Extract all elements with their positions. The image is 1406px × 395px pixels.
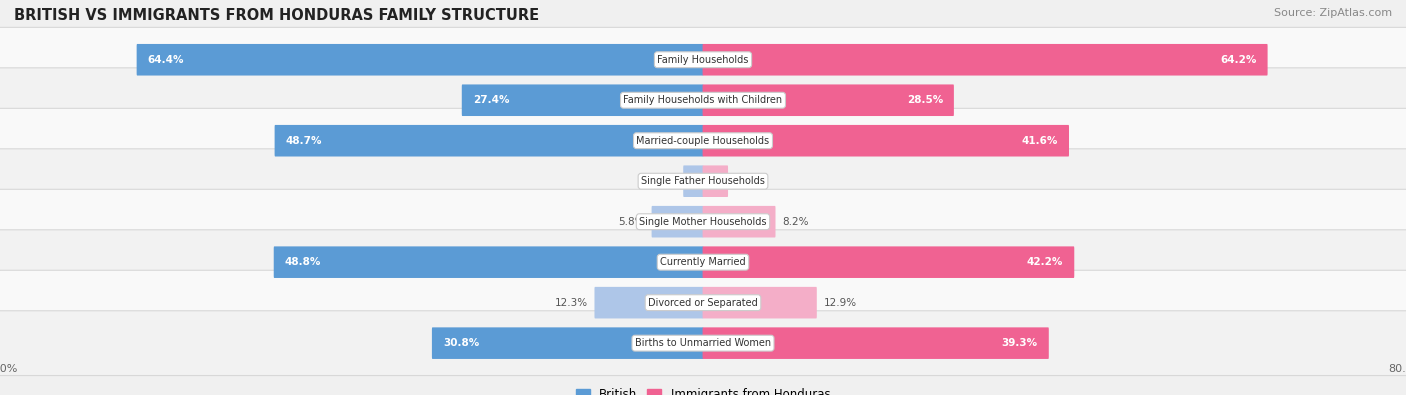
Text: 39.3%: 39.3% — [1001, 338, 1038, 348]
FancyBboxPatch shape — [703, 327, 1049, 359]
FancyBboxPatch shape — [0, 27, 1406, 92]
Text: 12.9%: 12.9% — [824, 298, 856, 308]
Text: 64.4%: 64.4% — [148, 55, 184, 65]
FancyBboxPatch shape — [703, 125, 1069, 156]
Text: 42.2%: 42.2% — [1026, 257, 1063, 267]
Text: 12.3%: 12.3% — [555, 298, 588, 308]
Text: Source: ZipAtlas.com: Source: ZipAtlas.com — [1274, 8, 1392, 18]
Legend: British, Immigrants from Honduras: British, Immigrants from Honduras — [571, 384, 835, 395]
Text: Births to Unmarried Women: Births to Unmarried Women — [636, 338, 770, 348]
FancyBboxPatch shape — [651, 206, 703, 237]
Text: Family Households: Family Households — [658, 55, 748, 65]
FancyBboxPatch shape — [703, 166, 728, 197]
Text: 80.0%: 80.0% — [0, 364, 18, 374]
FancyBboxPatch shape — [595, 287, 703, 318]
FancyBboxPatch shape — [703, 44, 1268, 75]
Text: 8.2%: 8.2% — [782, 217, 808, 227]
Text: Single Father Households: Single Father Households — [641, 176, 765, 186]
FancyBboxPatch shape — [703, 287, 817, 318]
FancyBboxPatch shape — [136, 44, 703, 75]
Text: Married-couple Households: Married-couple Households — [637, 136, 769, 146]
Text: 2.2%: 2.2% — [650, 176, 676, 186]
Text: Currently Married: Currently Married — [661, 257, 745, 267]
FancyBboxPatch shape — [703, 206, 776, 237]
Text: Single Mother Households: Single Mother Households — [640, 217, 766, 227]
FancyBboxPatch shape — [0, 189, 1406, 254]
Text: Divorced or Separated: Divorced or Separated — [648, 298, 758, 308]
Text: 48.8%: 48.8% — [285, 257, 321, 267]
FancyBboxPatch shape — [0, 230, 1406, 295]
Text: 2.8%: 2.8% — [734, 176, 761, 186]
FancyBboxPatch shape — [0, 311, 1406, 376]
FancyBboxPatch shape — [274, 125, 703, 156]
FancyBboxPatch shape — [703, 85, 953, 116]
Text: 28.5%: 28.5% — [907, 95, 943, 105]
Text: 30.8%: 30.8% — [443, 338, 479, 348]
FancyBboxPatch shape — [0, 270, 1406, 335]
Text: Family Households with Children: Family Households with Children — [623, 95, 783, 105]
FancyBboxPatch shape — [703, 246, 1074, 278]
FancyBboxPatch shape — [0, 149, 1406, 214]
FancyBboxPatch shape — [461, 85, 703, 116]
Text: 5.8%: 5.8% — [619, 217, 645, 227]
FancyBboxPatch shape — [274, 246, 703, 278]
Text: 64.2%: 64.2% — [1220, 55, 1257, 65]
FancyBboxPatch shape — [432, 327, 703, 359]
Text: 41.6%: 41.6% — [1022, 136, 1057, 146]
FancyBboxPatch shape — [683, 166, 703, 197]
Text: 80.0%: 80.0% — [1388, 364, 1406, 374]
FancyBboxPatch shape — [0, 108, 1406, 173]
Text: BRITISH VS IMMIGRANTS FROM HONDURAS FAMILY STRUCTURE: BRITISH VS IMMIGRANTS FROM HONDURAS FAMI… — [14, 8, 538, 23]
Text: 27.4%: 27.4% — [472, 95, 509, 105]
Text: 48.7%: 48.7% — [285, 136, 322, 146]
FancyBboxPatch shape — [0, 68, 1406, 133]
